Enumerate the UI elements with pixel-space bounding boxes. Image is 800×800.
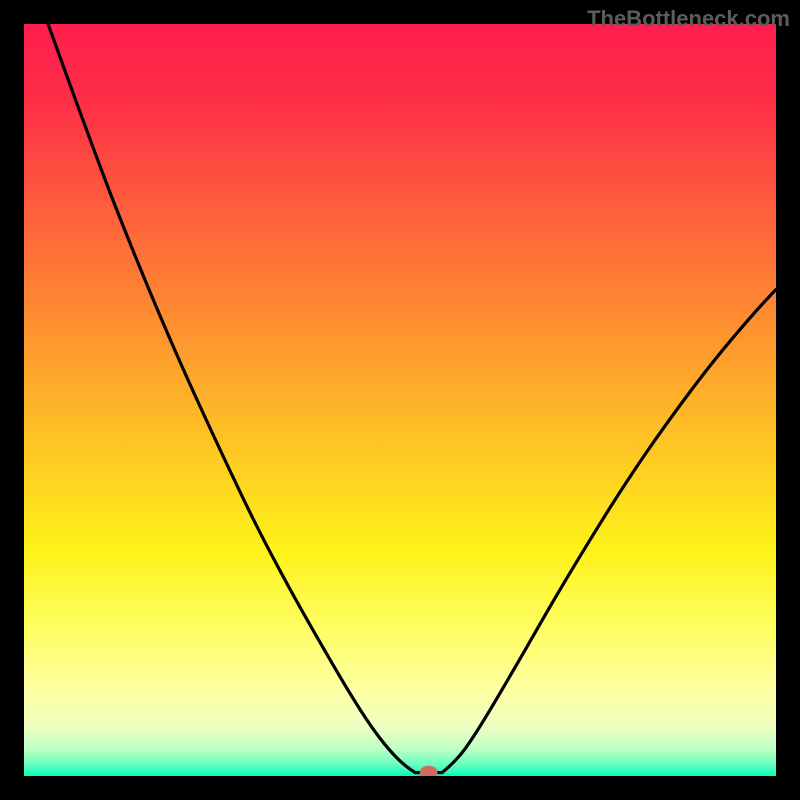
curve-layer — [24, 24, 776, 776]
bottleneck-v-curve — [48, 24, 776, 773]
watermark-text: TheBottleneck.com — [587, 6, 790, 32]
chart-stage: TheBottleneck.com — [0, 0, 800, 800]
plot-area — [24, 24, 776, 776]
optimal-point-marker — [420, 766, 438, 776]
